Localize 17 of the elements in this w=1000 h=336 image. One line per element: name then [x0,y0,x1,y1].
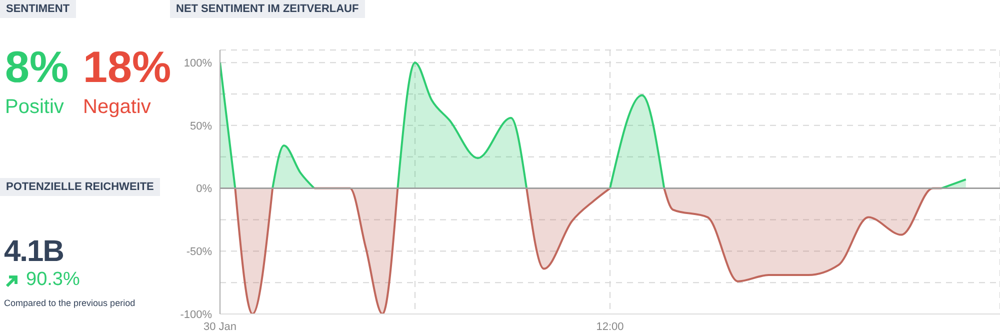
y-tick-label: -100% [180,308,212,321]
text: 8% [5,43,69,92]
y-tick-label: 100% [184,57,212,70]
y-tick-label: 0% [196,183,212,196]
chart-title: NET SENTIMENT IM ZEITVERLAUF [170,0,365,18]
text: Positiv [5,96,64,119]
text: 4.1B [4,235,64,268]
text: SENTIMENT [0,0,76,18]
text: Negativ [83,96,151,119]
y-tick-label: -50% [186,246,212,258]
x-tick-label: 12:00 [596,320,624,333]
text: Compared to the previous period [4,298,136,308]
text: 18% [83,43,172,92]
text: POTENZIELLE REICHWEITE [0,178,160,196]
y-tick-label: 50% [190,120,212,132]
x-tick-label: 30 Jan [203,320,237,333]
text: 90.3% [26,269,80,291]
